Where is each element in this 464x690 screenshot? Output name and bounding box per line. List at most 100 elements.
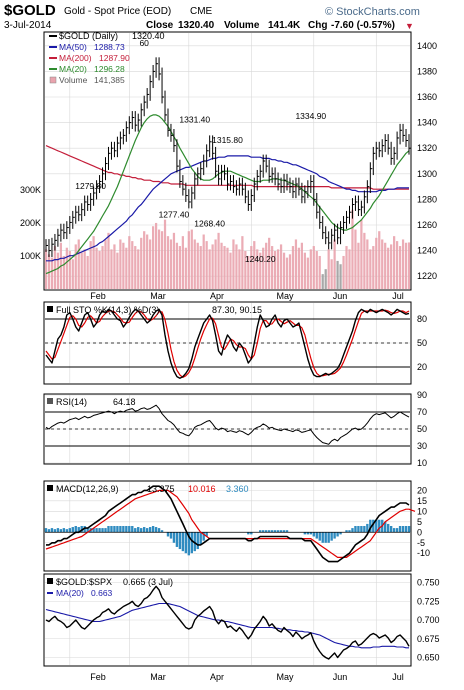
volume-bar xyxy=(199,246,202,289)
macd-histogram-bar xyxy=(392,528,396,533)
legend-signal-value: 10.016 xyxy=(188,484,216,494)
legend-macd-key: MACD(12,26,9) xyxy=(56,484,119,494)
volume-bar xyxy=(244,251,247,289)
volume-bar xyxy=(345,246,348,289)
macd-histogram-bar xyxy=(285,530,289,533)
volume-bar xyxy=(95,247,98,289)
macd-histogram-bar xyxy=(345,530,348,533)
chg-label: Chg xyxy=(308,20,327,31)
chg-value: -7.60 (-0.57%) xyxy=(331,20,395,31)
volume-bar xyxy=(390,244,393,289)
macd-histogram-bar xyxy=(77,527,80,533)
volume-bar xyxy=(125,247,128,289)
macd-histogram-bar xyxy=(363,526,366,533)
volume-bar xyxy=(259,252,262,289)
volume-bar xyxy=(339,264,342,289)
volume-bar xyxy=(151,226,155,289)
macd-histogram-bar xyxy=(270,530,274,533)
legend-macd-value: 13.375 xyxy=(147,484,175,494)
volume-bar xyxy=(196,242,199,289)
macd-histogram-bar xyxy=(339,532,342,535)
volume-bar xyxy=(312,246,315,289)
volume-bar xyxy=(104,239,107,289)
ratio-x-tick-label: Jun xyxy=(333,672,348,682)
macd-y-tick-label: 5 xyxy=(417,517,422,527)
macd-histogram-bar xyxy=(330,532,333,541)
volume-bar xyxy=(214,239,217,289)
legend-ratio-value: 0.665 (3 Jul) xyxy=(123,577,173,587)
volume-bar xyxy=(395,241,399,289)
macd-histogram-bar xyxy=(83,526,86,533)
volume-bar xyxy=(205,241,208,289)
macd-histogram-bar xyxy=(142,527,146,533)
volume-bar xyxy=(285,257,289,289)
macd-histogram-bar xyxy=(122,526,125,533)
macd-y-tick-label: 0 xyxy=(417,527,422,537)
volume-bar xyxy=(163,219,167,289)
macd-histogram-bar xyxy=(187,532,191,556)
macd-y-tick-label: 15 xyxy=(417,496,427,506)
volume-bar xyxy=(315,251,318,289)
volume-bar xyxy=(101,246,104,289)
volume-bar xyxy=(306,257,309,289)
volume-bar xyxy=(404,242,408,289)
legend-ma200-key: MA(200) xyxy=(59,53,92,63)
macd-histogram-bar xyxy=(312,532,315,537)
price-annotation: 1279.80 xyxy=(75,181,106,191)
volume-bar xyxy=(47,254,51,289)
volume-bar xyxy=(220,242,223,289)
volume-bar xyxy=(217,232,220,289)
volume-bar xyxy=(381,239,384,289)
price-annotation: 1277.40 xyxy=(159,209,190,219)
legend-swatch-sto xyxy=(47,306,53,312)
volume-bar xyxy=(83,249,86,289)
volume-y-tick-label: 300K xyxy=(20,185,41,195)
macd-histogram-bar xyxy=(378,519,381,533)
volume-bar xyxy=(235,244,238,289)
legend-swatch-volume xyxy=(49,76,57,84)
chg-down-arrow-icon: ▼ xyxy=(405,21,414,31)
volume-bar xyxy=(288,254,292,289)
macd-histogram-bar xyxy=(384,521,387,533)
rsi-y-tick-label: 30 xyxy=(417,441,427,451)
macd-histogram-bar xyxy=(166,532,170,537)
stochastic-panel-frame xyxy=(43,301,412,385)
macd-histogram-bar xyxy=(336,532,339,537)
volume-bar xyxy=(324,269,327,289)
macd-histogram-bar xyxy=(389,526,393,533)
volume-bar xyxy=(223,246,226,289)
price-y-tick-label: 1380 xyxy=(417,66,437,76)
volume-bar xyxy=(77,239,80,289)
price-annotation: 1240.20 xyxy=(245,254,276,264)
macd-histogram-bars xyxy=(44,519,411,556)
volume-bar xyxy=(44,249,48,289)
rsi-panel-frame xyxy=(43,393,412,465)
volume-bar xyxy=(68,251,71,289)
macd-histogram-bar xyxy=(205,532,208,537)
volume-bar xyxy=(208,249,211,289)
volume-bar xyxy=(119,239,122,289)
chart-date: 3-Jul-2014 xyxy=(4,20,52,31)
macd-histogram-bar xyxy=(98,528,101,533)
macd-histogram-bar xyxy=(53,529,57,533)
volume-bar xyxy=(375,237,378,289)
price-legend: $GOLD (Daily) 1320.40 MA(50) 1288.73 MA(… xyxy=(49,31,165,85)
volume-bar xyxy=(137,249,140,289)
macd-histogram-bar xyxy=(101,528,104,533)
macd-histogram-bar xyxy=(315,532,318,539)
macd-histogram-bar xyxy=(360,526,363,533)
ratio-x-tick-label: Mar xyxy=(150,672,166,682)
volume-bar xyxy=(86,255,89,289)
macd-histogram-bar xyxy=(333,532,336,539)
price-x-tick-label: Jul xyxy=(392,291,404,301)
volume-bar xyxy=(342,255,345,289)
volume-bar xyxy=(62,255,65,289)
volume-bar xyxy=(348,249,351,289)
ratio-ma20-line xyxy=(45,602,409,649)
macd-histogram-bar xyxy=(354,526,357,533)
macd-histogram-bar xyxy=(80,526,83,533)
macd-histogram-bar xyxy=(107,526,110,533)
macd-histogram-bar xyxy=(395,528,399,533)
ratio-y-tick-label: 0.675 xyxy=(417,634,440,644)
macd-histogram-bar xyxy=(196,532,199,550)
